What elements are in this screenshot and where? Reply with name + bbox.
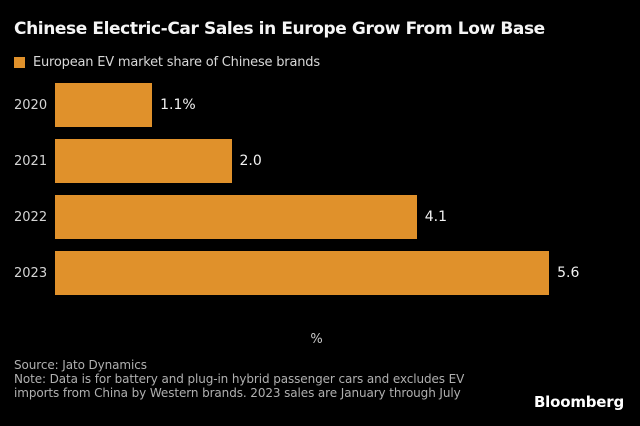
chart-title: Chinese Electric-Car Sales in Europe Gro… (14, 19, 545, 39)
note-text-line2: imports from China by Western brands. 20… (14, 386, 461, 400)
value-label: 2.0 (239, 153, 262, 169)
legend-swatch-icon (14, 56, 25, 68)
chart-row-2022: 2022 4.1 (14, 195, 626, 239)
footnote-block: Source: Jato Dynamics Note: Data is for … (14, 358, 626, 400)
chart-row-2023: 2023 5.6 (14, 251, 626, 295)
chart-row-2021: 2021 2.0 (14, 139, 626, 183)
bar-2023 (55, 251, 550, 295)
legend: European EV market share of Chinese bran… (14, 54, 626, 70)
category-label: 2023 (14, 265, 48, 281)
bar-2022 (55, 195, 417, 239)
value-label: 4.1 (424, 209, 448, 225)
category-label: 2021 (14, 153, 48, 169)
value-label: 5.6 (557, 265, 580, 281)
value-label: 1.1% (160, 97, 196, 113)
bar-2021 (55, 139, 232, 183)
source-text: Source: Jato Dynamics (14, 358, 147, 372)
bloomberg-logo: Bloomberg (533, 393, 624, 411)
category-label: 2022 (14, 209, 48, 225)
x-axis-label: % (310, 332, 323, 347)
note-text-line1: Note: Data is for battery and plug-in hy… (14, 372, 465, 386)
bar-chart: 2020 1.1% 2021 2.0 2022 4.1 2023 5.6 (14, 83, 626, 295)
chart-row-2020: 2020 1.1% (14, 83, 626, 127)
bar-2020 (55, 83, 153, 127)
legend-label: European EV market share of Chinese bran… (33, 54, 320, 70)
category-label: 2020 (14, 97, 48, 113)
